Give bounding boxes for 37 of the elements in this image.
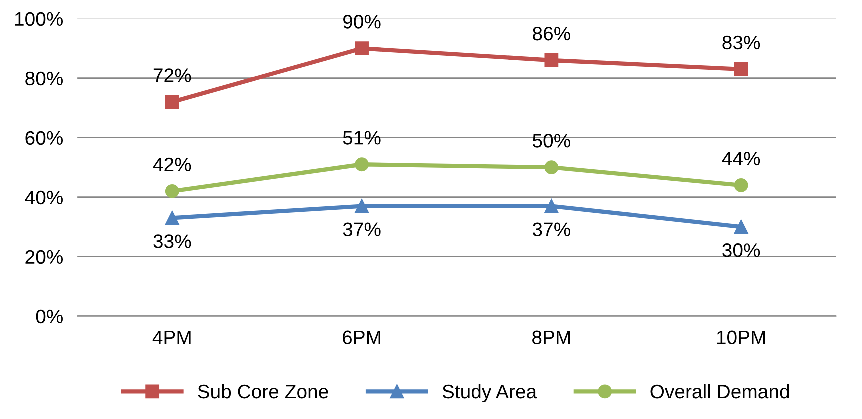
- point: [544, 160, 559, 175]
- point: [734, 62, 748, 76]
- point: [165, 184, 180, 198]
- data-label: 42%: [153, 158, 192, 172]
- point: [165, 211, 180, 226]
- data-label: 50%: [533, 134, 570, 148]
- point: [355, 199, 369, 214]
- data-label: 37%: [532, 222, 570, 236]
- x-tick-label: 6PM: [343, 330, 380, 345]
- point: [355, 42, 369, 56]
- y-tick-label: 20%: [26, 250, 63, 264]
- y-tick-label: 60%: [26, 131, 63, 146]
- data-label: 90%: [343, 15, 381, 29]
- data-label: 33%: [154, 234, 192, 248]
- data-label: 37%: [343, 222, 381, 236]
- x-tick-label: 4PM: [152, 330, 191, 344]
- point: [544, 54, 559, 68]
- point: [355, 158, 369, 172]
- legend-label: Overall Demand: [650, 384, 790, 399]
- data-label: 83%: [722, 36, 760, 50]
- data-label: 30%: [722, 244, 760, 258]
- y-tick-label: 40%: [25, 190, 63, 205]
- data-label: 86%: [533, 26, 570, 41]
- point: [734, 178, 748, 192]
- data-label: 51%: [343, 131, 381, 145]
- x-tick-label: 8PM: [532, 330, 570, 345]
- point: [544, 199, 559, 214]
- point: [734, 220, 748, 234]
- y-tick-label: 80%: [26, 72, 63, 86]
- point: [165, 95, 180, 110]
- data-label: 72%: [154, 68, 192, 82]
- data-label: 44%: [722, 152, 760, 166]
- legend-label: Study Area: [442, 384, 538, 403]
- y-tick-label: 100%: [15, 12, 63, 26]
- legend-label: Sub Core Zone: [198, 384, 328, 399]
- x-tick-label: 10PM: [717, 330, 766, 345]
- y-tick-label: 0%: [36, 310, 63, 324]
